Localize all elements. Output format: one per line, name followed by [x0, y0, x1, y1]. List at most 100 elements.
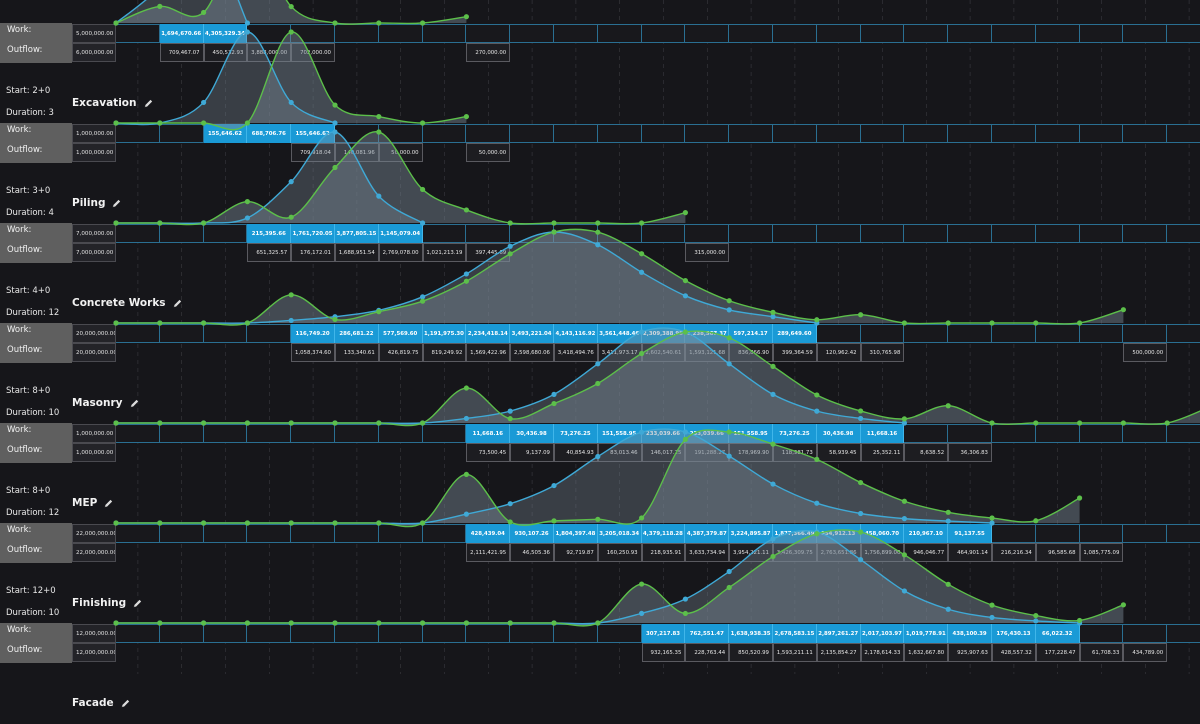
- work-cell-empty[interactable]: [816, 24, 861, 43]
- work-cell-empty[interactable]: [1123, 524, 1168, 543]
- work-cell-empty[interactable]: [1035, 24, 1080, 43]
- edit-pencil-icon[interactable]: [172, 298, 183, 309]
- edit-pencil-icon[interactable]: [103, 498, 114, 509]
- outflow-cell[interactable]: 2,178,614.33: [860, 643, 905, 662]
- outflow-cell[interactable]: 270,000.00: [466, 43, 511, 62]
- outflow-total[interactable]: 22,000,000.00: [72, 543, 116, 562]
- work-cell[interactable]: 176,430.13: [992, 624, 1036, 643]
- work-cell[interactable]: 1,638,938.35: [729, 624, 773, 643]
- outflow-total[interactable]: 1,000,000.00: [72, 143, 116, 162]
- task-name-label: Finishing: [72, 597, 127, 609]
- edit-pencil-icon[interactable]: [129, 398, 140, 409]
- work-cell-empty[interactable]: [860, 124, 905, 143]
- task-name-label: Concrete Works: [72, 297, 166, 309]
- work-cell-empty[interactable]: [992, 124, 1036, 143]
- task-name: Piling: [72, 197, 122, 209]
- work-cell-empty[interactable]: [992, 24, 1036, 43]
- work-total[interactable]: 5,000,000.00: [72, 24, 116, 43]
- work-cell-empty[interactable]: [510, 24, 554, 43]
- work-cell-empty[interactable]: [904, 24, 949, 43]
- work-cell-empty[interactable]: [948, 124, 992, 143]
- edit-pencil-icon[interactable]: [111, 198, 122, 209]
- task-start: Start: 8+0: [6, 386, 51, 396]
- task-name-label: Excavation: [72, 97, 137, 109]
- task-block: Facade: [0, 624, 1200, 724]
- edit-pencil-icon[interactable]: [120, 698, 131, 709]
- work-cell-empty[interactable]: [1167, 624, 1200, 643]
- work-cell[interactable]: 1,019,778.91: [904, 624, 949, 643]
- work-cell-empty[interactable]: [1079, 24, 1124, 43]
- work-total[interactable]: 1,000,000.00: [72, 424, 116, 443]
- work-cell-empty[interactable]: [554, 24, 598, 43]
- work-cell[interactable]: 762,551.47: [685, 624, 730, 643]
- edit-pencil-icon[interactable]: [143, 98, 154, 109]
- work-cell-empty[interactable]: [1079, 124, 1124, 143]
- work-cell[interactable]: 2,897,261.27: [816, 624, 861, 643]
- row-label-panel: [0, 623, 72, 663]
- work-cell[interactable]: 438,100.39: [948, 624, 992, 643]
- outflow-total[interactable]: 1,000,000.00: [72, 443, 116, 462]
- task-name: Finishing: [72, 597, 143, 609]
- row-label-panel: [0, 223, 72, 263]
- work-total[interactable]: 22,000,000.00: [72, 524, 116, 543]
- work-total[interactable]: 7,000,000.00: [72, 224, 116, 243]
- work-row-label: Work:: [7, 225, 32, 235]
- work-cell-empty[interactable]: [1167, 124, 1200, 143]
- work-cell-empty[interactable]: [641, 24, 686, 43]
- task-block: Start: 3+0 Piling Duration: 4 Work: Outflow:…: [0, 124, 1200, 263]
- work-cell[interactable]: 66,022.32: [1035, 624, 1080, 643]
- edit-pencil-icon[interactable]: [132, 598, 143, 609]
- work-cell[interactable]: 2,678,583.15: [773, 624, 817, 643]
- work-cell-empty[interactable]: [948, 24, 992, 43]
- outflow-total[interactable]: 20,000,000.00: [72, 343, 116, 362]
- work-cell-empty[interactable]: [1167, 224, 1200, 243]
- outflow-cell[interactable]: 428,557.32: [992, 643, 1036, 662]
- outflow-cell[interactable]: 1,632,667.80: [904, 643, 949, 662]
- work-cell-empty[interactable]: [904, 124, 949, 143]
- work-cell-empty[interactable]: [597, 24, 642, 43]
- task-block: Start: 2+0 Excavation Duration: 3 Work: Outf…: [0, 24, 1200, 163]
- work-row-label: Work:: [7, 425, 32, 435]
- outflow-cell[interactable]: 434,789.00: [1123, 643, 1168, 662]
- task-list: Work: Outflow: 5,000,000.00 6,000,000.00 1,6…: [0, 23, 1200, 709]
- work-cell-empty[interactable]: [816, 124, 861, 143]
- work-cell-empty[interactable]: [1167, 24, 1200, 43]
- outflow-total[interactable]: 12,000,000.00: [72, 643, 116, 662]
- outflow-cell[interactable]: 1,593,211.11: [773, 643, 817, 662]
- outflow-row-label: Outflow:: [7, 245, 43, 255]
- task-name-label: Masonry: [72, 397, 123, 409]
- work-total[interactable]: 1,000,000.00: [72, 124, 116, 143]
- outflow-cell[interactable]: 850,520.99: [729, 643, 773, 662]
- work-cell-empty[interactable]: [773, 24, 817, 43]
- outflow-total[interactable]: 7,000,000.00: [72, 243, 116, 262]
- work-cell-empty[interactable]: [1123, 624, 1168, 643]
- work-cell-empty[interactable]: [685, 124, 730, 143]
- outflow-cell[interactable]: 2,135,854.27: [816, 643, 861, 662]
- outflow-cell[interactable]: 177,228.47: [1035, 643, 1080, 662]
- work-cell-empty[interactable]: [1123, 224, 1168, 243]
- work-cell-empty[interactable]: [1035, 124, 1080, 143]
- work-cell-empty[interactable]: [860, 24, 905, 43]
- task-start: Start: 2+0: [6, 86, 51, 96]
- work-cell-empty[interactable]: [1167, 524, 1200, 543]
- task-name-label: MEP: [72, 497, 98, 509]
- work-cell[interactable]: 2,017,103.97: [860, 624, 905, 643]
- outflow-total[interactable]: 6,000,000.00: [72, 43, 116, 62]
- row-label-panel: [0, 423, 72, 463]
- work-cell-empty[interactable]: [729, 24, 773, 43]
- work-cell-empty[interactable]: [773, 124, 817, 143]
- outflow-cell[interactable]: 61,708.33: [1079, 643, 1124, 662]
- work-cell-empty[interactable]: [466, 24, 511, 43]
- outflow-cell[interactable]: 932,165.35: [641, 643, 686, 662]
- work-total[interactable]: 12,000,000.00: [72, 624, 116, 643]
- work-cell-empty[interactable]: [685, 24, 730, 43]
- work-row-label: Work:: [7, 325, 32, 335]
- work-total[interactable]: 20,000,000.00: [72, 324, 116, 343]
- work-cell[interactable]: 307,217.83: [641, 624, 686, 643]
- task-name: MEP: [72, 497, 114, 509]
- outflow-cell[interactable]: 228,763.44: [685, 643, 730, 662]
- work-cell-empty[interactable]: [1123, 124, 1168, 143]
- work-cell-empty[interactable]: [729, 124, 773, 143]
- outflow-cell[interactable]: 925,907.63: [948, 643, 992, 662]
- work-cell-empty[interactable]: [1123, 24, 1168, 43]
